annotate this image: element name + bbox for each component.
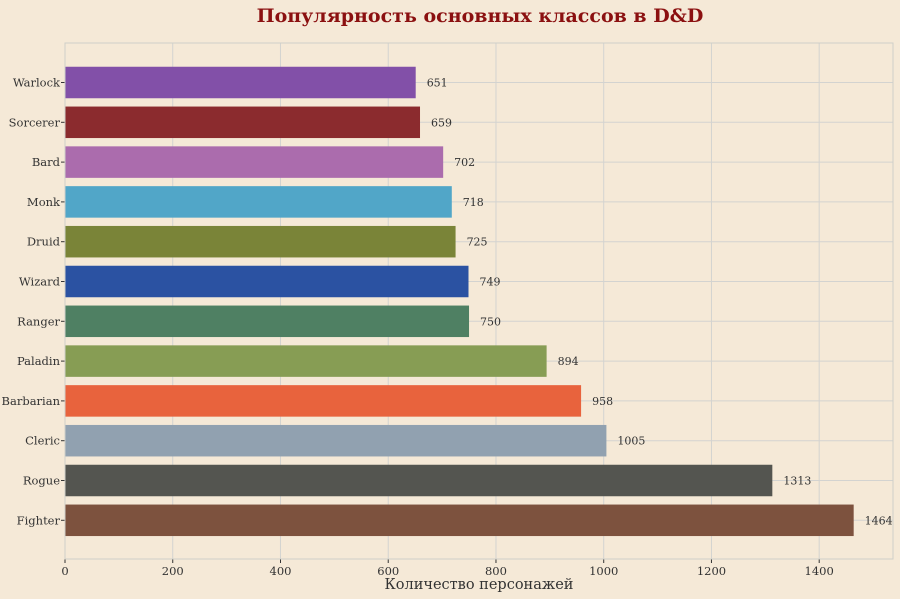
bar-paladin: [65, 345, 547, 377]
x-axis-title: Количество персонажей: [385, 577, 574, 593]
y-tick-label-rogue: Rogue: [23, 474, 60, 488]
bar-barbarian: [65, 385, 582, 417]
y-axis-ticks: Warlock Sorcerer Bard Monk Druid Wizard Ranger…: [2, 76, 65, 527]
bars: [65, 66, 854, 537]
bar-bard: [65, 146, 444, 178]
x-tick-label-1000: 1000: [589, 564, 618, 578]
data-labels: 651 659 702 718 725 749 750 894 958 1005 1313 1464: [427, 77, 893, 528]
data-label-ranger: 750: [480, 315, 501, 328]
x-tick-label-0: 0: [61, 564, 68, 578]
bar-warlock: [65, 66, 416, 99]
y-tick-label-barbarian: Barbarian: [2, 394, 61, 408]
y-tick-label-wizard: Wizard: [19, 275, 61, 289]
data-label-sorcerer: 659: [431, 116, 452, 129]
bar-fighter: [65, 504, 854, 537]
bar-wizard: [65, 265, 469, 298]
y-tick-label-ranger: Ranger: [17, 314, 60, 328]
x-tick-label-400: 400: [270, 564, 292, 578]
bar-ranger: [65, 305, 470, 338]
x-tick-label-800: 800: [485, 564, 507, 578]
data-label-wizard: 749: [479, 276, 500, 289]
x-axis-ticks: 0 200 400 600 800 1000 1200 1400: [61, 559, 834, 578]
y-tick-label-sorcerer: Sorcerer: [9, 115, 61, 129]
data-label-cleric: 1005: [617, 435, 645, 448]
y-tick-label-druid: Druid: [27, 235, 61, 249]
data-label-rogue: 1313: [783, 475, 811, 488]
y-tick-label-monk: Monk: [27, 195, 61, 209]
data-label-warlock: 651: [427, 77, 448, 90]
bar-rogue: [65, 464, 773, 497]
data-label-fighter: 1464: [865, 514, 893, 527]
bar-monk: [65, 186, 452, 218]
data-label-paladin: 894: [558, 355, 579, 368]
bar-druid: [65, 225, 456, 258]
data-label-barbarian: 958: [592, 395, 613, 408]
y-tick-label-warlock: Warlock: [13, 76, 61, 90]
y-tick-label-cleric: Cleric: [25, 434, 60, 448]
x-tick-label-1400: 1400: [805, 564, 834, 578]
data-label-monk: 718: [463, 196, 484, 209]
chart-title: Популярность основных классов в D&D: [257, 5, 704, 27]
bar-sorcerer: [65, 106, 421, 139]
y-tick-label-bard: Bard: [32, 155, 61, 169]
x-tick-label-200: 200: [162, 564, 184, 578]
x-tick-label-1200: 1200: [697, 564, 726, 578]
y-tick-label-paladin: Paladin: [17, 354, 61, 368]
y-tick-label-fighter: Fighter: [17, 513, 61, 527]
x-tick-label-600: 600: [377, 564, 399, 578]
plot-frame: [64, 42, 894, 560]
data-label-druid: 725: [467, 236, 488, 249]
data-label-bard: 702: [454, 156, 475, 169]
bar-cleric: [65, 424, 607, 457]
